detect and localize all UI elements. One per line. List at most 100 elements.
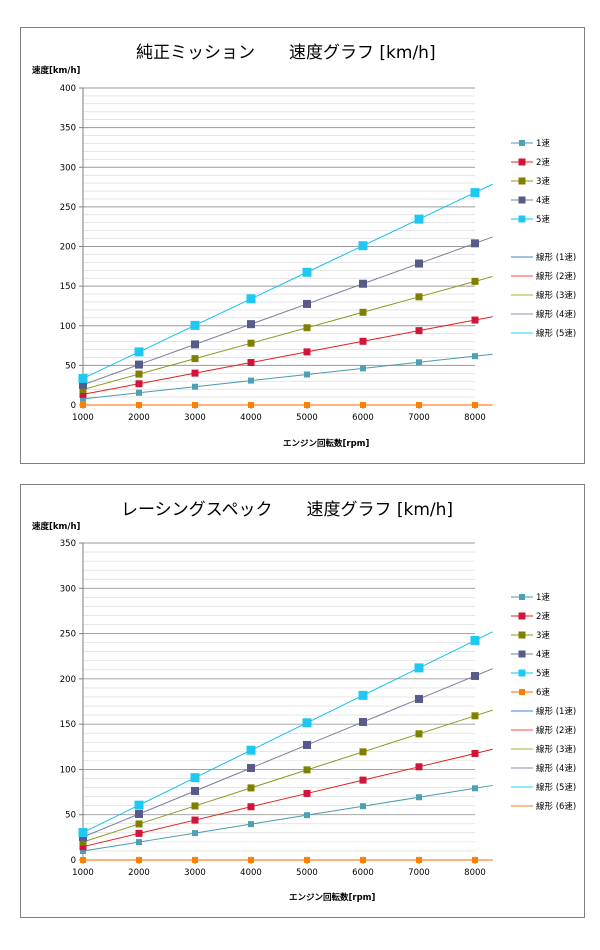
- data-point-marker: [303, 324, 311, 332]
- series-1: [80, 784, 493, 855]
- gridlines: [83, 87, 475, 406]
- y-tick-label: 0: [71, 856, 76, 866]
- y-tick-label: 200: [60, 675, 76, 685]
- x-tick-label: 2000: [128, 868, 150, 878]
- data-point-marker: [414, 214, 424, 224]
- data-point-marker: [304, 812, 310, 819]
- data-point-marker: [359, 308, 367, 316]
- y-tick-label: 150: [60, 720, 76, 730]
- series-line: [82, 355, 476, 400]
- series-2: [79, 316, 493, 398]
- legend-label: 6速: [536, 688, 550, 698]
- y-tick-label: 250: [60, 630, 76, 640]
- series-5: [78, 183, 493, 383]
- legend-trend-label: 線形 (4速): [536, 309, 576, 320]
- data-point-marker: [303, 299, 311, 308]
- legend-item: 5速: [511, 669, 550, 679]
- legend-swatch-marker: [518, 612, 526, 620]
- legend-item: 4速: [511, 650, 550, 660]
- legend-swatch-marker: [519, 689, 525, 695]
- x-tick-label: 5000: [296, 413, 318, 423]
- legend-trend-item: 線形 (1速): [511, 252, 576, 263]
- data-point-marker: [470, 635, 480, 645]
- legend-trend-label: 線形 (1速): [536, 706, 576, 717]
- data-point-marker: [191, 340, 199, 349]
- y-tick-label: 350: [60, 124, 76, 134]
- y-tick-label: 200: [60, 243, 76, 253]
- data-point-marker: [359, 279, 367, 288]
- legend-trend-item: 線形 (2速): [511, 271, 576, 282]
- series-1: [80, 353, 493, 402]
- data-point-marker: [136, 402, 142, 408]
- y-tick-label: 100: [60, 322, 76, 332]
- legend-swatch-marker: [518, 196, 526, 204]
- data-point-marker: [192, 830, 198, 837]
- legend-swatch-marker: [518, 177, 526, 185]
- data-point-marker: [360, 803, 366, 810]
- chart-panel-stock: 純正ミッション 速度グラフ [km/h] 速度[km/h] エンジン回転数[rpm]…: [20, 27, 585, 464]
- x-tick-label: 2000: [128, 413, 150, 423]
- x-axis-label: エンジン回転数[rpm]: [289, 892, 376, 903]
- data-point-marker: [190, 773, 200, 783]
- data-point-marker: [247, 359, 255, 367]
- data-point-marker: [302, 718, 312, 728]
- legend-label: 3速: [536, 631, 550, 641]
- data-point-marker: [246, 745, 256, 755]
- series-6: [80, 857, 493, 863]
- legend-label: 2速: [536, 612, 550, 622]
- data-point-marker: [472, 353, 478, 360]
- data-point-marker: [471, 712, 479, 720]
- legend-label: 3速: [536, 177, 550, 187]
- data-point-marker: [359, 776, 367, 784]
- legend-trend-item: 線形 (6速): [511, 801, 576, 812]
- data-point-marker: [190, 320, 200, 330]
- data-point-marker: [79, 390, 87, 398]
- data-point-marker: [472, 857, 478, 863]
- legend-item: 2速: [511, 158, 550, 168]
- data-point-marker: [135, 370, 143, 378]
- y-tick-label: 300: [60, 584, 76, 594]
- data-point-marker: [78, 373, 88, 383]
- x-tick-label: 1000: [72, 868, 94, 878]
- legend-trend-item: 線形 (3速): [511, 744, 576, 755]
- x-axis-label: エンジン回転数[rpm]: [283, 438, 370, 449]
- data-point-marker: [302, 267, 312, 277]
- chart-title: 純正ミッション 速度グラフ [km/h]: [136, 43, 436, 63]
- data-point-marker: [135, 360, 143, 369]
- legend-trend-item: 線形 (2速): [511, 725, 576, 736]
- data-point-marker: [247, 803, 255, 811]
- data-point-marker: [415, 293, 423, 301]
- legend-swatch-marker: [518, 631, 526, 639]
- series-3: [79, 276, 493, 394]
- legend-swatch-marker: [518, 650, 526, 658]
- legend-item: 3速: [511, 631, 550, 641]
- data-point-marker: [79, 386, 87, 394]
- legend-label: 1速: [536, 139, 550, 149]
- data-point-marker: [415, 694, 423, 703]
- data-point-marker: [471, 277, 479, 285]
- data-point-marker: [358, 690, 368, 700]
- x-tick-label: 5000: [296, 868, 318, 878]
- data-point-marker: [360, 857, 366, 863]
- chart-stock-transmission: 純正ミッション 速度グラフ [km/h] 速度[km/h] エンジン回転数[rpm]…: [32, 43, 576, 449]
- data-point-marker: [80, 395, 86, 402]
- data-point-marker: [415, 730, 423, 738]
- legend-swatch-marker: [519, 594, 525, 600]
- data-point-marker: [135, 829, 143, 837]
- x-tick-label: 7000: [408, 868, 430, 878]
- data-point-marker: [134, 800, 144, 810]
- data-point-marker: [415, 763, 423, 771]
- legend-trend-label: 線形 (6速): [536, 801, 576, 812]
- data-point-marker: [191, 816, 199, 824]
- x-tick-label: 3000: [184, 413, 206, 423]
- data-point-marker: [136, 857, 142, 863]
- legend-trend-label: 線形 (5速): [536, 328, 576, 339]
- legend-label: 1速: [536, 593, 550, 603]
- data-point-marker: [135, 820, 143, 828]
- data-point-marker: [304, 402, 310, 408]
- legend-swatch-marker: [518, 669, 526, 677]
- data-point-marker: [304, 857, 310, 863]
- y-tick-label: 350: [60, 539, 76, 549]
- data-point-marker: [303, 789, 311, 797]
